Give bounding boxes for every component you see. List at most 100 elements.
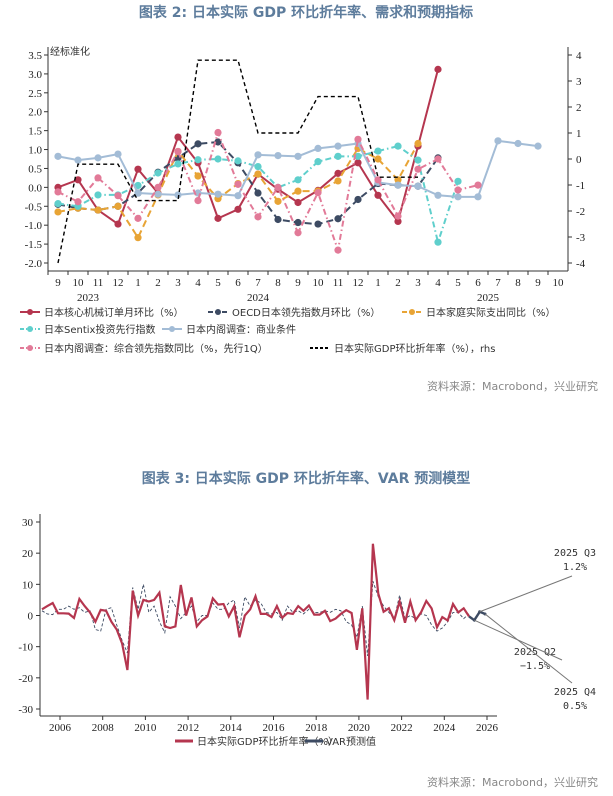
annotation-line1: 2025 Q2 bbox=[514, 647, 556, 658]
data-point bbox=[54, 188, 62, 196]
x-tick-label: 2006 bbox=[49, 722, 72, 734]
x-tick-label: 11 bbox=[93, 277, 104, 289]
data-point bbox=[254, 162, 262, 171]
data-point bbox=[294, 187, 302, 195]
data-point bbox=[434, 191, 442, 199]
data-point bbox=[134, 165, 142, 173]
legend-label: OECD日本领先指数月环比（%） bbox=[232, 306, 380, 319]
legend-label: VAR预测值 bbox=[326, 735, 376, 748]
data-point bbox=[474, 193, 482, 201]
data-point bbox=[94, 206, 102, 214]
x-tick-label: 9 bbox=[55, 277, 61, 289]
year-label: 2025 bbox=[477, 292, 500, 304]
data-point bbox=[294, 176, 302, 184]
data-point bbox=[394, 181, 402, 189]
data-point bbox=[94, 154, 102, 162]
data-point bbox=[94, 174, 102, 182]
y2-tick-label: 2 bbox=[576, 102, 582, 114]
legend-label: 日本实际GDP环比折年率（%） bbox=[197, 735, 338, 748]
x-tick-label: 2 bbox=[395, 277, 401, 289]
annotation-line2: 0.5% bbox=[563, 701, 587, 712]
data-point bbox=[314, 158, 322, 166]
data-point bbox=[234, 205, 242, 213]
data-point bbox=[174, 147, 182, 156]
x-tick-label: 4 bbox=[435, 277, 441, 289]
x-tick-label: 2018 bbox=[305, 722, 328, 734]
source-note: 资料来源：Macrobond，兴业研究 bbox=[427, 379, 598, 393]
data-point bbox=[254, 189, 262, 197]
data-point bbox=[214, 190, 222, 198]
data-point bbox=[54, 208, 62, 216]
data-point bbox=[394, 217, 402, 225]
data-point bbox=[134, 234, 142, 242]
x-tick-label: 2024 bbox=[433, 722, 456, 734]
data-point bbox=[54, 152, 62, 160]
data-point bbox=[154, 190, 162, 198]
x-tick-label: 9 bbox=[535, 277, 541, 289]
data-point bbox=[434, 238, 442, 246]
y-tick-label: 0.5 bbox=[28, 163, 42, 175]
data-point bbox=[234, 180, 242, 188]
y2-tick-label: -1 bbox=[576, 180, 585, 192]
x-tick-label: 11 bbox=[333, 277, 344, 289]
x-tick-label: 8 bbox=[515, 277, 521, 289]
data-point bbox=[194, 156, 202, 164]
x-tick-label: 10 bbox=[553, 277, 565, 289]
data-point bbox=[454, 177, 462, 185]
data-point bbox=[254, 170, 262, 178]
x-tick-label: 2010 bbox=[134, 722, 157, 734]
data-point bbox=[354, 135, 362, 143]
x-tick-label: 2012 bbox=[177, 722, 199, 734]
data-point bbox=[214, 155, 222, 163]
data-point bbox=[514, 139, 522, 148]
x-tick-label: 1 bbox=[135, 277, 141, 289]
data-point bbox=[354, 159, 362, 167]
legend-marker bbox=[27, 309, 33, 315]
source-note: 资料来源：Macrobond，兴业研究 bbox=[427, 775, 598, 789]
data-point bbox=[214, 214, 222, 222]
x-tick-label: 10 bbox=[313, 277, 325, 289]
data-point bbox=[374, 176, 382, 184]
y2-tick-label: 1 bbox=[576, 128, 582, 140]
x-tick-label: 12 bbox=[113, 277, 124, 289]
y2-tick-label: -2 bbox=[576, 206, 585, 218]
data-point bbox=[274, 215, 282, 224]
left-axis-label: 经标准化 bbox=[50, 45, 90, 58]
y-tick-label: 30 bbox=[22, 517, 34, 529]
x-tick-label: 2008 bbox=[92, 722, 115, 734]
y-tick-label: 20 bbox=[22, 548, 34, 560]
legend-label: 日本实际GDP环比折年率（%），rhs bbox=[334, 342, 495, 355]
data-point bbox=[74, 156, 82, 164]
x-tick-label: 3 bbox=[175, 277, 181, 289]
chart2-title: 图表 2: 日本实际 GDP 环比折年率、需求和预期指标 bbox=[139, 4, 473, 21]
x-tick-label: 1 bbox=[375, 277, 381, 289]
y-tick-label: 0 bbox=[28, 611, 34, 623]
chart3-title: 图表 3: 日本实际 GDP 环比折年率、VAR 预测模型 bbox=[142, 470, 471, 487]
data-point bbox=[374, 191, 382, 199]
data-point bbox=[114, 220, 122, 228]
data-point bbox=[174, 133, 182, 141]
series-line-1 bbox=[57, 140, 439, 226]
data-point bbox=[334, 169, 342, 177]
y-tick-label: -0.5 bbox=[25, 201, 43, 213]
y-tick-label: 0.0 bbox=[28, 182, 42, 194]
legend-marker bbox=[27, 345, 33, 351]
var-fitted-line bbox=[41, 581, 470, 657]
data-point bbox=[474, 181, 482, 189]
series-line-0 bbox=[57, 69, 439, 226]
data-point bbox=[134, 181, 142, 190]
data-point bbox=[74, 198, 82, 206]
data-point bbox=[314, 189, 322, 197]
data-point bbox=[374, 155, 382, 163]
annotation-line2: 1.2% bbox=[563, 562, 587, 573]
x-tick-label: 8 bbox=[275, 277, 281, 289]
legend-label: 日本Sentix投资先行指数 bbox=[44, 323, 155, 336]
data-point bbox=[234, 192, 242, 200]
legend-marker bbox=[169, 326, 175, 332]
y-tick-label: 3.5 bbox=[28, 50, 42, 62]
x-tick-label: 2020 bbox=[348, 722, 371, 734]
data-point bbox=[334, 246, 342, 254]
y2-tick-label: 3 bbox=[576, 76, 582, 88]
data-point bbox=[454, 193, 462, 201]
data-point bbox=[54, 200, 62, 208]
